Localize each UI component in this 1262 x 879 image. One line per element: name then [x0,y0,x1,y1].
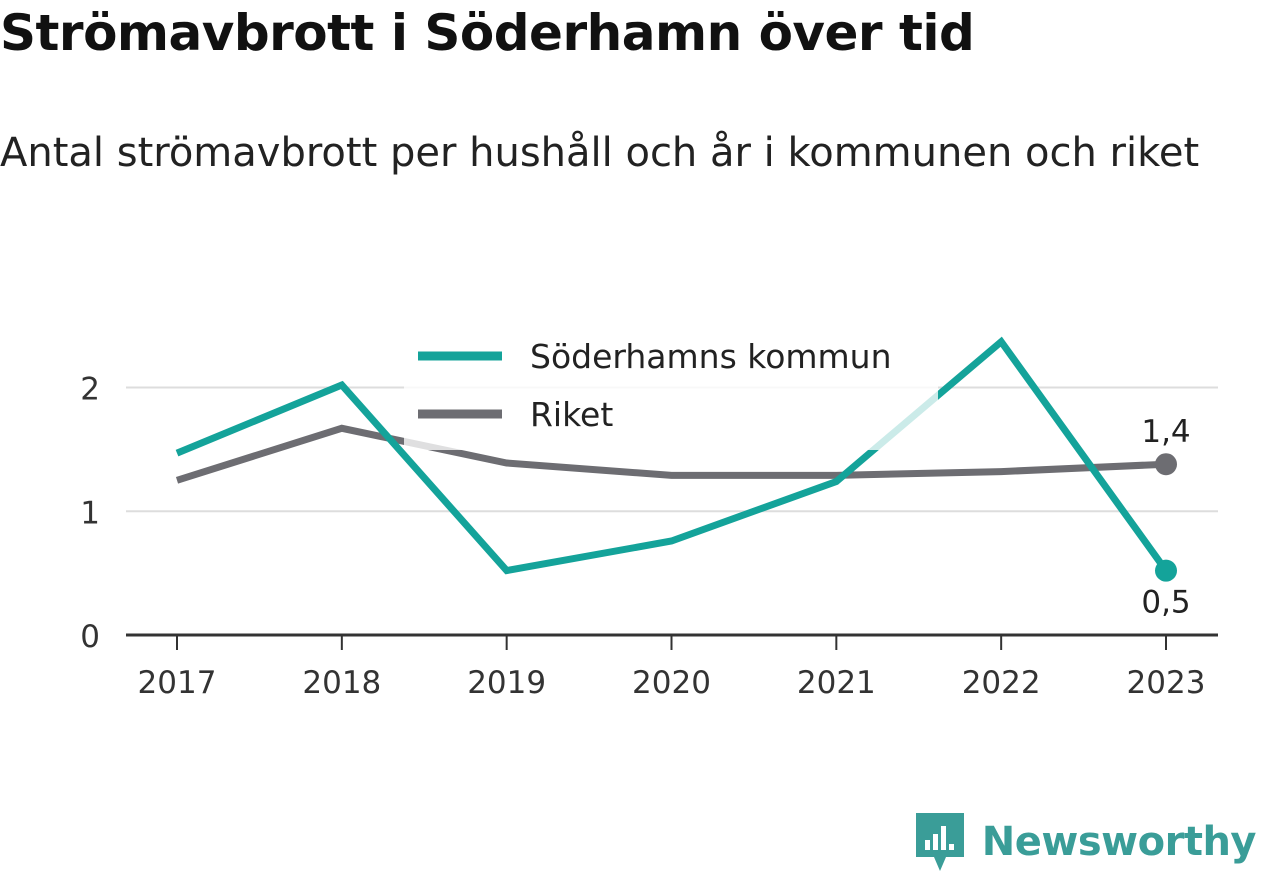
x-tick-label: 2018 [302,665,381,701]
x-tick-label: 2022 [962,665,1041,701]
x-tick-label: 2019 [467,665,546,701]
legend-label: Riket [530,395,613,434]
brand-logo: Newsworthy [915,813,1257,871]
series-end-label-1: 0,5 [1141,585,1190,621]
chart-subtitle: Antal strömavbrott per hushåll och år i … [0,130,1200,176]
chart-title: Strömavbrott i Söderhamn över tid [0,4,975,62]
series-end-point-1 [1155,559,1177,582]
series-line-1 [175,336,1169,575]
newsworthy-logo-icon [915,813,964,871]
x-tick-label: 2017 [138,665,217,701]
x-tick-label: 2021 [797,665,876,701]
x-tick-label: 2023 [1127,665,1206,701]
y-tick-label: 0 [80,619,100,655]
x-tick-label: 2020 [632,665,711,701]
series-end-point-2 [1155,453,1177,476]
y-tick-label: 1 [80,495,100,531]
y-tick-label: 2 [80,372,100,408]
legend-label: Söderhamns kommun [530,337,892,376]
series-end-label-2: 1,4 [1141,414,1190,450]
brand-name: Newsworthy [981,819,1257,865]
series-line-2 [175,424,1167,484]
legend-backdrop [404,326,938,450]
